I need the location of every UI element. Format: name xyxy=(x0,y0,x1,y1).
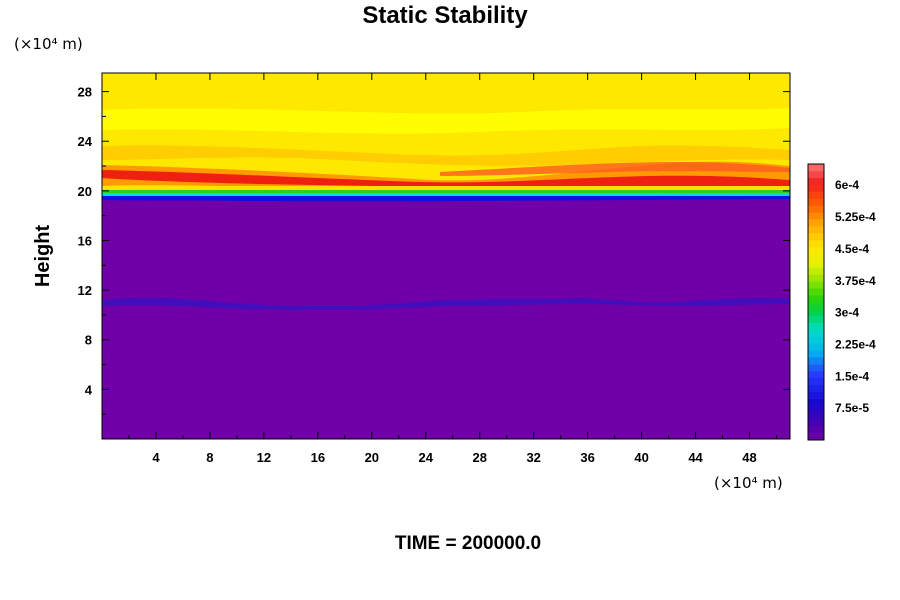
colorbar-segment xyxy=(808,343,824,351)
colorbar-segment xyxy=(808,274,824,282)
x-tick-label: 4 xyxy=(152,450,160,465)
colorbar-ticks: 6e-4 5.25e-4 4.5e-4 3.75e-4 3e-4 2.25e-4 1.5e-… xyxy=(835,178,876,415)
x-tick-label: 28 xyxy=(472,450,486,465)
colorbar-segment xyxy=(808,219,824,227)
colorbar-segment xyxy=(808,288,824,296)
y-unit-label: (×10⁴ m) xyxy=(14,35,83,53)
colorbar-segment xyxy=(808,405,824,413)
x-tick-label: 20 xyxy=(365,450,379,465)
colorbar-segment xyxy=(808,295,824,303)
x-tick-label: 8 xyxy=(206,450,213,465)
y-tick-label: 4 xyxy=(85,382,93,397)
y-tick-label: 20 xyxy=(78,184,92,199)
colorbar-tick-label: 4.5e-4 xyxy=(835,242,869,256)
green-gradient-band xyxy=(102,190,790,193)
colorbar-segment xyxy=(808,302,824,310)
colorbar-segment xyxy=(808,170,824,179)
colorbar-tick-label: 3.75e-4 xyxy=(835,274,876,288)
colorbar-segment xyxy=(808,336,824,344)
cyan-gradient-band xyxy=(102,193,790,196)
upper-orange-patch xyxy=(102,145,790,166)
x-tick-label: 24 xyxy=(419,450,434,465)
colorbar-segment xyxy=(808,164,824,172)
colorbar-segment xyxy=(808,205,824,213)
colorbar-segment xyxy=(808,433,824,441)
colorbar-tick-label: 1.5e-4 xyxy=(835,369,869,383)
colorbar-segment xyxy=(808,198,824,206)
colorbar-segment xyxy=(808,384,824,392)
colorbar xyxy=(807,163,825,441)
yellow-gradient-band xyxy=(102,186,790,191)
colorbar-segment xyxy=(808,419,824,427)
colorbar-segment xyxy=(808,329,824,337)
colorbar-segment xyxy=(808,212,824,220)
x-unit-label: (×10⁴ m) xyxy=(714,474,783,492)
colorbar-segment xyxy=(808,371,824,379)
colorbar-tick-label: 7.5e-5 xyxy=(835,401,869,415)
x-tick-label: 36 xyxy=(580,450,594,465)
x-tick-label: 44 xyxy=(688,450,703,465)
colorbar-segment xyxy=(808,226,824,234)
x-tick-label: 40 xyxy=(634,450,648,465)
colorbar-segment xyxy=(808,253,824,261)
colorbar-segment xyxy=(808,364,824,372)
colorbar-segment xyxy=(808,350,824,358)
time-label: TIME = 200000.0 xyxy=(395,533,541,554)
colorbar-segment xyxy=(808,391,824,399)
x-tick-label: 48 xyxy=(742,450,756,465)
colorbar-segment xyxy=(808,233,824,241)
y-tick-label: 16 xyxy=(78,233,92,248)
red-peak-band xyxy=(102,170,790,187)
colorbar-segment xyxy=(808,357,824,365)
y-tick-label: 12 xyxy=(78,283,92,298)
colorbar-frame xyxy=(807,163,825,441)
stripe-layer xyxy=(102,297,790,310)
plot-frame xyxy=(101,72,791,440)
x-tick-label: 16 xyxy=(311,450,325,465)
colorbar-segment xyxy=(808,184,824,192)
x-tick-label: 32 xyxy=(526,450,540,465)
colorbar-segment xyxy=(808,281,824,289)
blue-tropopause-band xyxy=(102,196,790,202)
y-tick-label: 24 xyxy=(78,134,93,149)
colorbar-segment xyxy=(808,398,824,406)
colorbar-tick-label: 6e-4 xyxy=(835,178,859,192)
colorbar-segment xyxy=(808,426,824,434)
y-tick-label: 8 xyxy=(85,333,92,348)
upper-light-band xyxy=(102,108,790,134)
colorbar-segment xyxy=(808,377,824,386)
x-axis-ticks: 4 8 12 16 20 24 28 32 36 40 44 48 xyxy=(128,73,778,465)
plot-area xyxy=(101,72,791,440)
colorbar-segment xyxy=(808,177,824,185)
colorbar-tick-label: 5.25e-4 xyxy=(835,210,876,224)
y-tick-label: 28 xyxy=(78,85,92,100)
colorbar-segment xyxy=(808,315,824,323)
colorbar-tick-label: 2.25e-4 xyxy=(835,337,876,351)
x-tick-label: 12 xyxy=(257,450,271,465)
colorbar-segment xyxy=(808,412,824,420)
colorbar-segment xyxy=(808,260,824,268)
colorbar-tick-label: 3e-4 xyxy=(835,306,859,320)
colorbar-segment xyxy=(808,239,824,248)
chart-title: Static Stability xyxy=(362,2,528,29)
colorbar-segment xyxy=(808,191,824,199)
y-axis-ticks: 4 8 12 16 20 24 28 xyxy=(78,85,790,415)
colorbar-segment xyxy=(808,308,824,317)
colorbar-segment xyxy=(808,322,824,330)
y-axis-label: Height xyxy=(32,225,54,288)
colorbar-segment xyxy=(808,267,824,275)
colorbar-segment xyxy=(808,246,824,254)
red-upper-right-band xyxy=(440,162,790,176)
